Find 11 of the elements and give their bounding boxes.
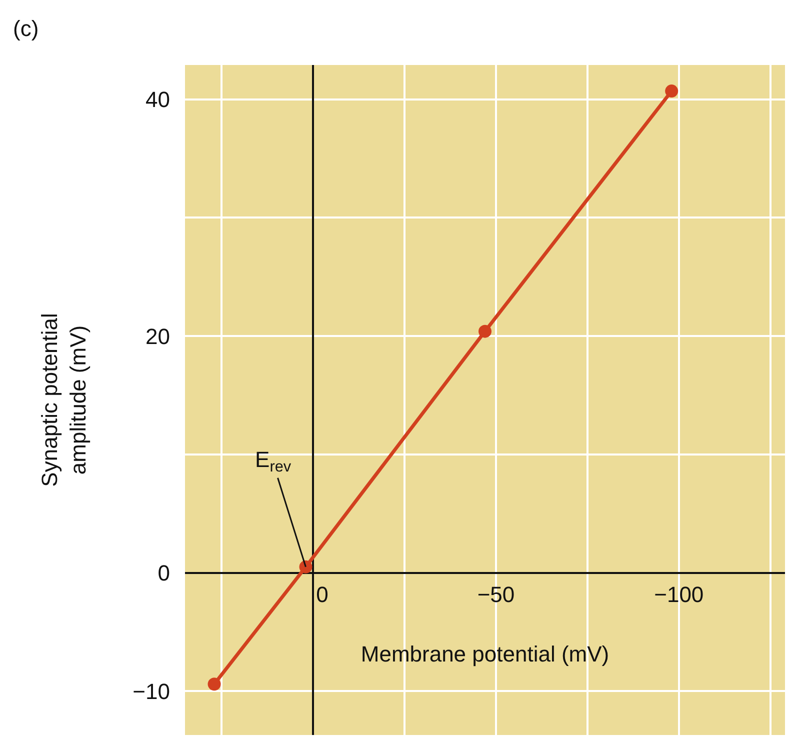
annotation: E$_{rev}$ bbox=[255, 447, 292, 476]
y-tick-label: 0 bbox=[139, 560, 170, 586]
y-axis-title: Synaptic potential amplitude (mV) bbox=[36, 313, 90, 487]
y-tick-label: 40 bbox=[146, 87, 170, 112]
x-axis-title: Membrane potential (mV) bbox=[360, 642, 610, 667]
text: (c) bbox=[13, 16, 39, 41]
x-tick-label: −50 bbox=[477, 582, 515, 607]
y-tick-label: −10 bbox=[132, 678, 170, 704]
x-tick-label: 0 bbox=[298, 582, 328, 607]
y-tick-label: 20 bbox=[146, 324, 170, 349]
x-tick-label: −100 bbox=[654, 582, 704, 607]
